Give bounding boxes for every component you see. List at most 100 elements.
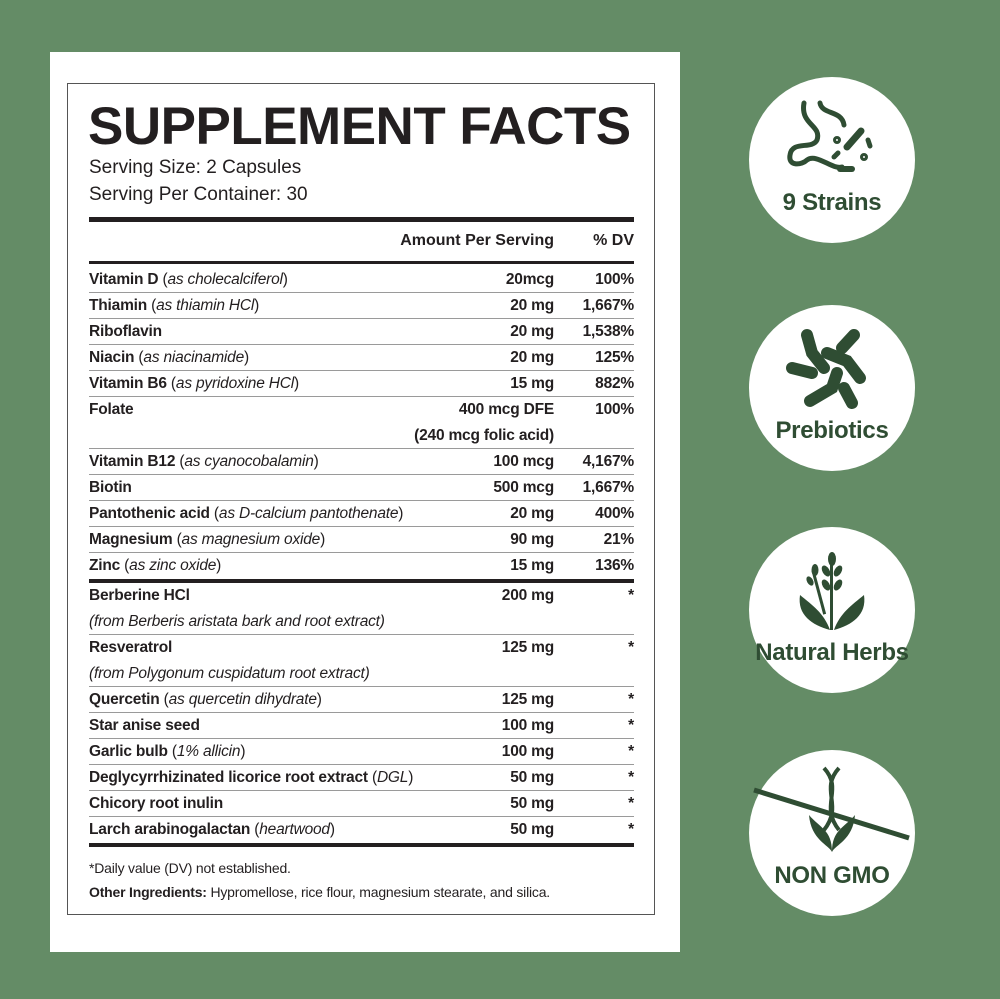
- divider-thick: [89, 579, 634, 583]
- amount: 20mcg: [505, 271, 554, 288]
- nutrient-label: Niacin: [89, 349, 135, 366]
- daily-value: *: [628, 691, 634, 708]
- nutrient-name: Berberine HCl: [89, 587, 190, 605]
- nutrient-source: as cholecalciferol: [167, 271, 283, 288]
- nutrient-name: Star anise seed: [89, 717, 200, 735]
- molecules-icon: [786, 329, 866, 409]
- nutrient-source: 1% allicin: [176, 743, 241, 760]
- nutrient-label: Larch arabinogalactan: [89, 821, 251, 838]
- supplement-facts-box: SUPPLEMENT FACTS Serving Size: 2 Capsule…: [67, 83, 655, 915]
- nutrient-label: Riboflavin: [89, 323, 162, 340]
- table-row: Magnesium (as magnesium oxide) 90 mg 21%: [89, 527, 634, 553]
- nutrient-label: Vitamin B12: [89, 453, 176, 470]
- table-row: Biotin 500 mcg 1,667%: [89, 475, 634, 501]
- nutrient-source: as pyridoxine HCl: [175, 375, 294, 392]
- stomach-bacteria-icon: [787, 100, 873, 172]
- daily-value: *: [628, 743, 634, 760]
- nutrient-label: Zinc: [89, 557, 121, 574]
- table-row: Pantothenic acid (as D-calcium pantothen…: [89, 501, 634, 527]
- daily-value: 100%: [595, 271, 634, 288]
- other-ingredients: Other Ingredients: Hypromellose, rice fl…: [89, 884, 550, 900]
- amount: 50 mg: [510, 821, 554, 838]
- column-header: Amount Per Serving % DV: [89, 230, 634, 254]
- nutrient-source-detail: (from Berberis aristata bark and root ex…: [89, 613, 385, 630]
- amount: 20 mg: [510, 323, 554, 340]
- daily-value: 1,538%: [582, 323, 635, 340]
- nutrient-name: Chicory root inulin: [89, 795, 223, 813]
- badge-label: Natural Herbs: [755, 639, 909, 666]
- daily-value: 882%: [595, 375, 634, 392]
- nutrient-source-detail: (from Polygonum cuspidatum root extract): [89, 665, 370, 682]
- table-row: Star anise seed 100 mg *: [89, 713, 634, 739]
- daily-value: *: [628, 587, 634, 604]
- nutrient-source: DGL: [376, 769, 409, 786]
- nutrient-label: Quercetin: [89, 691, 160, 708]
- daily-value: 1,667%: [582, 479, 635, 496]
- table-row: Vitamin B6 (as pyridoxine HCl) 15 mg 882%: [89, 371, 634, 397]
- nutrient-label: Resveratrol: [89, 639, 173, 656]
- nutrient-label: Pantothenic acid: [89, 505, 210, 522]
- daily-value: *: [628, 769, 634, 786]
- daily-value: 136%: [595, 557, 634, 574]
- nutrient-label: Berberine HCl: [89, 587, 190, 604]
- badge-9-strains: 9 Strains: [749, 77, 915, 243]
- daily-value: 1,667%: [582, 297, 635, 314]
- amount: 500 mcg: [493, 479, 554, 496]
- amount: 15 mg: [510, 375, 554, 392]
- servings-per-container: Serving Per Container: 30: [89, 184, 308, 205]
- nutrient-source: as thiamin HCl: [156, 297, 255, 314]
- table-row: Chicory root inulin 50 mg *: [89, 791, 634, 817]
- other-ingredients-label: Other Ingredients:: [89, 884, 207, 900]
- nutrient-label: Chicory root inulin: [89, 795, 223, 812]
- badge-natural-herbs: Natural Herbs: [749, 527, 915, 693]
- nutrient-source: as D-calcium pantothenate: [218, 505, 399, 522]
- amount: 100 mg: [501, 743, 554, 760]
- nutrient-name: Pantothenic acid (as D-calcium pantothen…: [89, 505, 404, 522]
- supplement-facts-panel: SUPPLEMENT FACTS Serving Size: 2 Capsule…: [50, 52, 680, 952]
- nutrient-name: Thiamin (as thiamin HCl): [89, 297, 260, 314]
- nutrient-name: Biotin: [89, 479, 132, 497]
- nutrient-label: Folate: [89, 401, 134, 418]
- nutrient-source: as quercetin dihydrate: [168, 691, 317, 708]
- nutrient-name: Niacin (as niacinamide): [89, 349, 249, 366]
- nutrient-name: Magnesium (as magnesium oxide): [89, 531, 326, 548]
- amount: 100 mg: [501, 717, 554, 734]
- table-row: Zinc (as zinc oxide) 15 mg 136%: [89, 553, 634, 579]
- amount: 20 mg: [510, 297, 554, 314]
- amount: 400 mcg DFE: [458, 401, 554, 418]
- nutrient-label: Biotin: [89, 479, 132, 496]
- amount: 200 mg: [501, 587, 554, 604]
- daily-value: 21%: [603, 531, 635, 548]
- nutrient-name: Vitamin D (as cholecalciferol): [89, 271, 288, 288]
- dv-header: % DV: [593, 232, 634, 249]
- nutrient-name: Vitamin B6 (as pyridoxine HCl): [89, 375, 299, 392]
- nutrient-name: Larch arabinogalactan (heartwood): [89, 821, 335, 838]
- nutrient-label: Deglycyrrhizinated licorice root extract: [89, 769, 368, 786]
- footnote: *Daily value (DV) not established.: [89, 860, 291, 876]
- table-row: Thiamin (as thiamin HCl) 20 mg 1,667%: [89, 293, 634, 319]
- table-row: Vitamin D (as cholecalciferol) 20mcg 100%: [89, 267, 634, 293]
- daily-value: *: [628, 717, 634, 734]
- nutrient-name: Garlic bulb (1% allicin): [89, 743, 246, 760]
- nutrient-label: Garlic bulb: [89, 743, 168, 760]
- badge-non-gmo: NON GMO: [749, 750, 915, 916]
- table-row: Folate 400 mcg DFE (240 mcg folic acid) 100…: [89, 397, 634, 449]
- amount: 50 mg: [510, 795, 554, 812]
- label-title: SUPPLEMENT FACTS: [88, 97, 631, 156]
- dna-leaf-icon: [753, 766, 910, 852]
- table-row: Larch arabinogalactan (heartwood) 50 mg *: [89, 817, 634, 843]
- divider-medium: [89, 261, 634, 264]
- table-row: Niacin (as niacinamide) 20 mg 125%: [89, 345, 634, 371]
- daily-value: 125%: [595, 349, 634, 366]
- daily-value: *: [628, 821, 634, 838]
- amount: 20 mg: [510, 349, 554, 366]
- nutrient-name: Resveratrol: [89, 639, 172, 657]
- badge-label: NON GMO: [774, 862, 890, 889]
- daily-value: 100%: [595, 401, 634, 418]
- amount: 125 mg: [501, 691, 554, 708]
- nutrient-table: Vitamin D (as cholecalciferol) 20mcg 100% T…: [89, 267, 634, 847]
- serving-size: Serving Size: 2 Capsules: [89, 157, 302, 178]
- nutrient-source: as magnesium oxide: [181, 531, 321, 548]
- nutrient-name: Deglycyrrhizinated licorice root extract…: [89, 769, 414, 786]
- badge-label: 9 Strains: [782, 189, 882, 216]
